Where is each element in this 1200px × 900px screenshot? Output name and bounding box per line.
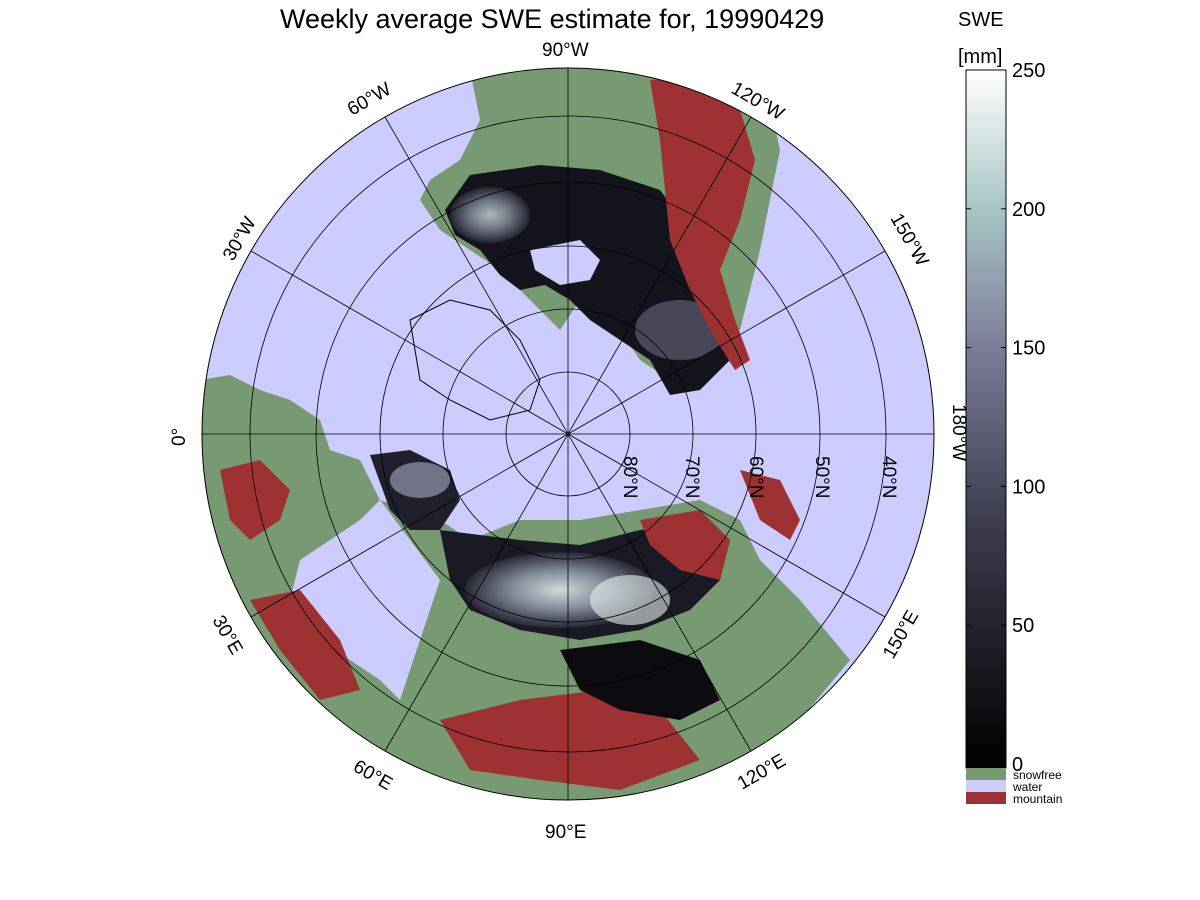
mountain-alps: [220, 460, 290, 540]
graticule: [201, 67, 935, 801]
mountain-rockies: [650, 75, 755, 370]
colorbar-gradient: [965, 69, 1007, 769]
mountain-balkans: [250, 590, 360, 700]
lon-label-120e: 120°E: [734, 750, 790, 794]
hudson-bay: [530, 240, 600, 285]
legend-label-water: water: [1012, 780, 1042, 794]
latitude-labels: 80°N 70°N 60°N 50°N 40°N: [619, 456, 899, 498]
colorbar-tick-label: 200: [1012, 199, 1045, 221]
colorbar-tick-label: 250: [1012, 60, 1045, 82]
lon-label-30e: 30°E: [208, 612, 247, 658]
map-title: Weekly average SWE estimate for, 1999042…: [280, 4, 825, 34]
lat-label-40n: 40°N: [878, 456, 899, 498]
legend-label-snowfree: snowfree: [1013, 768, 1062, 782]
colorbar-tick-label: 150: [1012, 338, 1045, 360]
colorbar-tick-label: 0: [1012, 754, 1023, 776]
swe-hudson-bright: [450, 187, 530, 243]
lon-label-150w: 150°W: [886, 210, 933, 270]
legend-swatch-mountain: [966, 792, 1006, 804]
mountain-east-asia: [640, 510, 730, 580]
lat-label-70n: 70°N: [681, 456, 702, 498]
mountain-far-east: [740, 470, 800, 540]
legend-swatch-water: [966, 780, 1006, 792]
mountain-central-asia: [440, 690, 700, 790]
swe-scandinavia-bright: [390, 462, 450, 498]
greenland: [409, 299, 541, 421]
meridian-150: [250, 250, 886, 618]
legend-swatch-snowfree: [966, 768, 1006, 780]
lat-label-80n: 80°N: [619, 456, 640, 498]
lat-label-60n: 60°N: [745, 456, 766, 498]
colorbar-tick-label: 100: [1012, 476, 1045, 498]
map-outline: [201, 67, 935, 801]
lon-label-90w: 90°W: [542, 40, 589, 61]
lon-label-180w: 180°W: [948, 404, 969, 461]
colorbar-ticks: 250 200 150 100 50 0: [966, 60, 1045, 776]
lon-label-0: 0°: [169, 428, 190, 446]
lon-label-60e: 60°E: [350, 756, 396, 795]
colorbar-title-swe: SWE: [958, 9, 1004, 31]
lon-label-60w: 60°W: [344, 79, 395, 121]
lat-label-50n: 50°N: [811, 456, 832, 498]
legend-label-mountain: mountain: [1013, 792, 1062, 806]
swe-siberia-bright-2: [590, 575, 670, 625]
colorbar-title-unit: [mm]: [958, 46, 1002, 68]
colorbar-tick-label: 50: [1012, 615, 1034, 637]
lon-label-90e: 90°E: [545, 822, 586, 843]
